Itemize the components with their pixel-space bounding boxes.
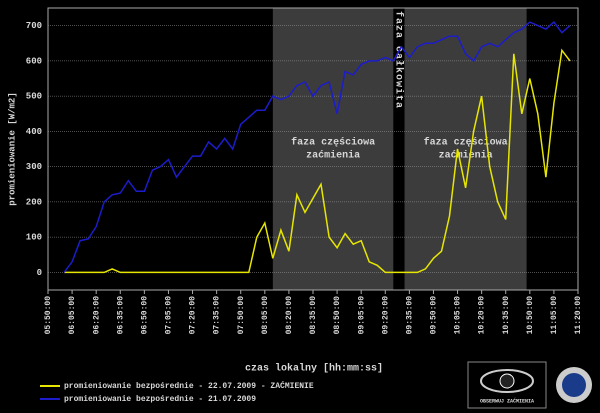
phase-label: faza częściowa — [424, 137, 508, 149]
x-tick-label: 07:20:00 — [189, 296, 198, 335]
x-tick-label: 06:05:00 — [68, 296, 77, 335]
phase-label: zaćmienia — [306, 150, 360, 162]
y-tick-label: 400 — [26, 127, 42, 137]
logo-text: OBSERWUJ ZAĆMIENIA — [480, 397, 534, 404]
x-tick-label: 09:05:00 — [357, 296, 366, 335]
x-tick-label: 10:35:00 — [502, 296, 511, 335]
logo-pupil — [499, 373, 515, 389]
x-tick-label: 08:05:00 — [261, 296, 270, 335]
y-tick-label: 600 — [26, 56, 42, 66]
series-line — [64, 48, 571, 274]
y-tick-label: 700 — [26, 21, 42, 31]
y-tick-label: 0 — [37, 268, 42, 278]
y-tick-label: 500 — [26, 92, 42, 102]
phase-label: faza częściowa — [291, 137, 375, 149]
phase-label: zaćmienia — [439, 150, 493, 162]
x-tick-label: 06:20:00 — [92, 296, 101, 335]
phase-region — [404, 8, 527, 290]
phase-label: faza całkowita — [392, 11, 404, 109]
legend-label: promieniowanie bezpośrednie - 21.07.2009 — [64, 395, 256, 404]
series-line — [63, 21, 571, 273]
x-tick-label: 06:50:00 — [140, 296, 149, 335]
x-tick-label: 09:35:00 — [405, 296, 414, 335]
x-tick-label: 07:35:00 — [213, 296, 222, 335]
y-tick-label: 300 — [26, 162, 42, 172]
x-tick-label: 09:50:00 — [430, 296, 439, 335]
y-tick-label: 200 — [26, 197, 42, 207]
x-tick-label: 07:05:00 — [165, 296, 174, 335]
phase-region — [272, 8, 394, 290]
x-axis-label: czas lokalny [hh:mm:ss] — [245, 363, 383, 375]
x-tick-label: 08:35:00 — [309, 296, 318, 335]
x-tick-label: 07:50:00 — [237, 296, 246, 335]
x-tick-label: 08:20:00 — [285, 296, 294, 335]
logo: OBSERWUJ ZAĆMIENIA — [467, 361, 592, 409]
x-tick-label: 06:35:00 — [116, 296, 125, 335]
x-tick-label: 10:50:00 — [526, 296, 535, 335]
x-tick-label: 08:50:00 — [333, 296, 342, 335]
x-tick-label: 05:50:00 — [44, 296, 53, 335]
x-tick-label: 11:05:00 — [550, 296, 559, 335]
x-tick-label: 10:20:00 — [478, 296, 487, 335]
y-axis-label: promieniowanie [W/m2] — [7, 92, 17, 205]
x-tick-label: 10:05:00 — [454, 296, 463, 335]
logo-eye — [480, 369, 534, 393]
legend-label: promieniowanie bezpośrednie - 22.07.2009… — [64, 381, 314, 391]
x-tick-label: 11:20:00 — [574, 296, 583, 335]
x-tick-label: 09:20:00 — [381, 296, 390, 335]
y-tick-label: 100 — [26, 233, 42, 243]
logo-circle-inner — [562, 373, 586, 397]
